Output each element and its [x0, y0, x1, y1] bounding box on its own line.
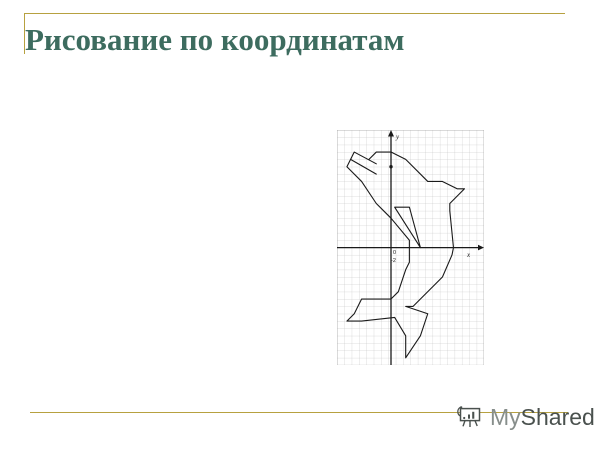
- svg-text:-2: -2: [391, 258, 396, 264]
- svg-text:0: 0: [393, 250, 396, 256]
